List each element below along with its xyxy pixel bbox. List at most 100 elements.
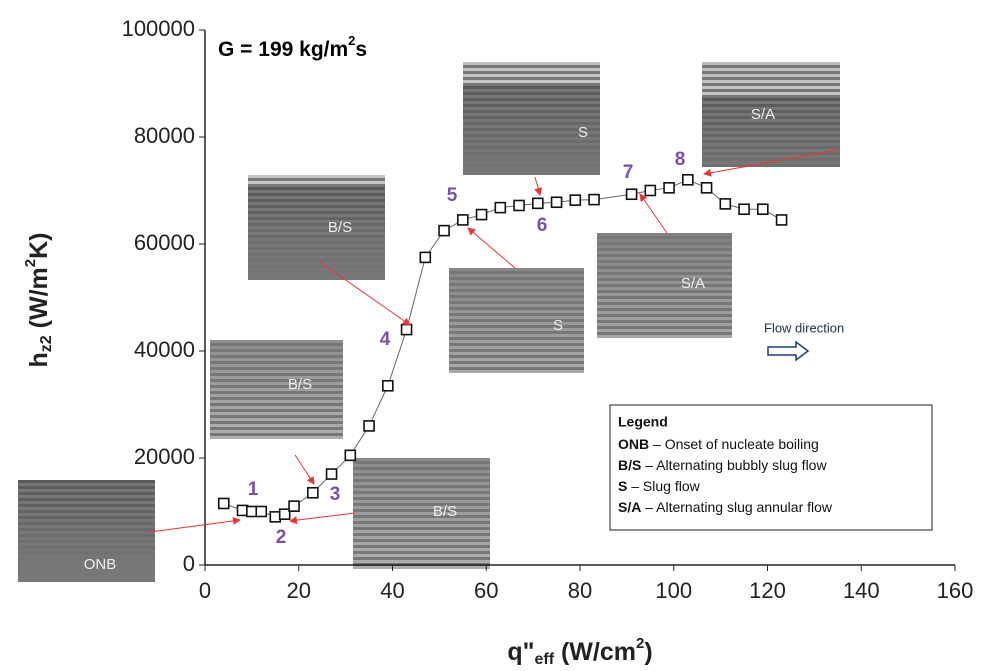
data-point [569,194,582,206]
x-tick-label: 120 [749,578,786,603]
inset-stripe [463,140,600,143]
inset-stripe [18,564,155,567]
inset-label: B/S [328,219,352,236]
inset-stripe [463,146,600,149]
inset-label: S/A [681,275,705,292]
data-point [494,201,507,214]
inset-label: S [578,124,588,141]
title-part: G = 199 kg/m [218,38,348,61]
inset-stripe [702,152,840,155]
data-point [438,224,450,237]
inset-stripe [702,122,840,125]
inset-stripe [353,560,490,563]
point-number: 6 [537,215,548,236]
inset-stripe [463,152,600,155]
inset-stripe [210,382,343,385]
inset-stripe [210,436,343,439]
data-point [775,214,788,226]
inset-stripe [597,329,732,332]
inset-stripe [18,516,155,519]
inset-stripe [18,510,155,513]
data-point [344,449,357,462]
label-sup: 2 [636,635,644,652]
point-number: 3 [330,484,341,505]
inset-stripe [210,370,343,373]
data-point [738,203,750,216]
inset-label: B/S [433,503,457,520]
inset-stripe [702,128,840,131]
flow-label: Flow direction [764,320,844,335]
data-point [513,199,525,212]
inset-stripe [597,257,732,260]
inset-stripe [449,370,584,373]
data-point [363,420,375,432]
y-tick-label: 20000 [134,444,195,469]
inset-stripe [248,259,385,262]
pointer-arrow [467,227,516,269]
x-axis-label: q"eff (W/cm2) [507,635,652,668]
inset-stripe [248,223,385,226]
inset-stripe [702,68,840,71]
inset-stripe [449,328,584,331]
x-tick-label: 140 [843,578,880,603]
data-point [255,505,268,518]
inset-stripe [463,170,600,173]
inset-stripe [463,74,600,77]
inset-stripe [597,311,732,314]
inset-stripe [353,548,490,551]
inset-stripe [463,116,600,119]
inset-stripe [597,275,732,278]
label-part: ) [644,638,652,666]
pointer-arrow [289,512,356,525]
label-part: h [25,352,53,367]
label-sub: eff [534,651,554,668]
point-number: 4 [380,329,391,350]
data-point [246,505,258,518]
inset-stripe [18,522,155,525]
inset-stripe [210,418,343,421]
inset-stripe [449,286,584,289]
inset-stripe [248,187,385,190]
data-point [663,182,675,194]
inset-stripe [248,199,385,202]
inset-label: S [553,317,563,334]
inset-stripe [18,480,155,483]
data-point [400,323,413,336]
legend-abbr: B/S [618,457,641,473]
pointer-arrow [639,193,668,234]
inset-stripe [18,498,155,501]
inset-stripe [597,263,732,266]
inset-stripe [353,476,490,479]
inset-stripe [248,181,385,184]
point-number: 2 [276,527,287,548]
inset-stripe [353,566,490,569]
inset-stripe [702,74,840,77]
inset-stripe [597,335,732,338]
legend-desc: – Alternating slug annular flow [641,499,833,515]
inset-label: B/S [288,376,312,393]
data-point [682,174,694,186]
inset-stripe [18,552,155,555]
inset-stripe [353,554,490,557]
inset-stripe [702,134,840,137]
chart-title: G = 199 kg/m2s [218,33,367,60]
x-tick-label: 160 [937,578,974,603]
y-tick-label: 40000 [134,337,195,362]
x-tick-label: 0 [199,578,211,603]
inset-stripe [702,98,840,101]
legend-abbr: S [618,478,627,494]
y-axis-label: hz2 (W/m2K) [22,233,55,368]
data-point [700,182,713,194]
y-tick-label: 100000 [122,16,195,41]
inset-stripe [210,400,343,403]
inset-stripe [449,352,584,355]
insets: ONB B/S B/S B/S S S S/A S/A [18,62,840,582]
data-point [419,251,432,264]
inset-stripe [248,277,385,280]
inset-stripe [449,310,584,313]
inset-stripe [353,458,490,461]
pointer-arrow [534,176,542,196]
inset-stripe [18,504,155,507]
inset-stripe [597,305,732,308]
data-point [588,193,600,206]
